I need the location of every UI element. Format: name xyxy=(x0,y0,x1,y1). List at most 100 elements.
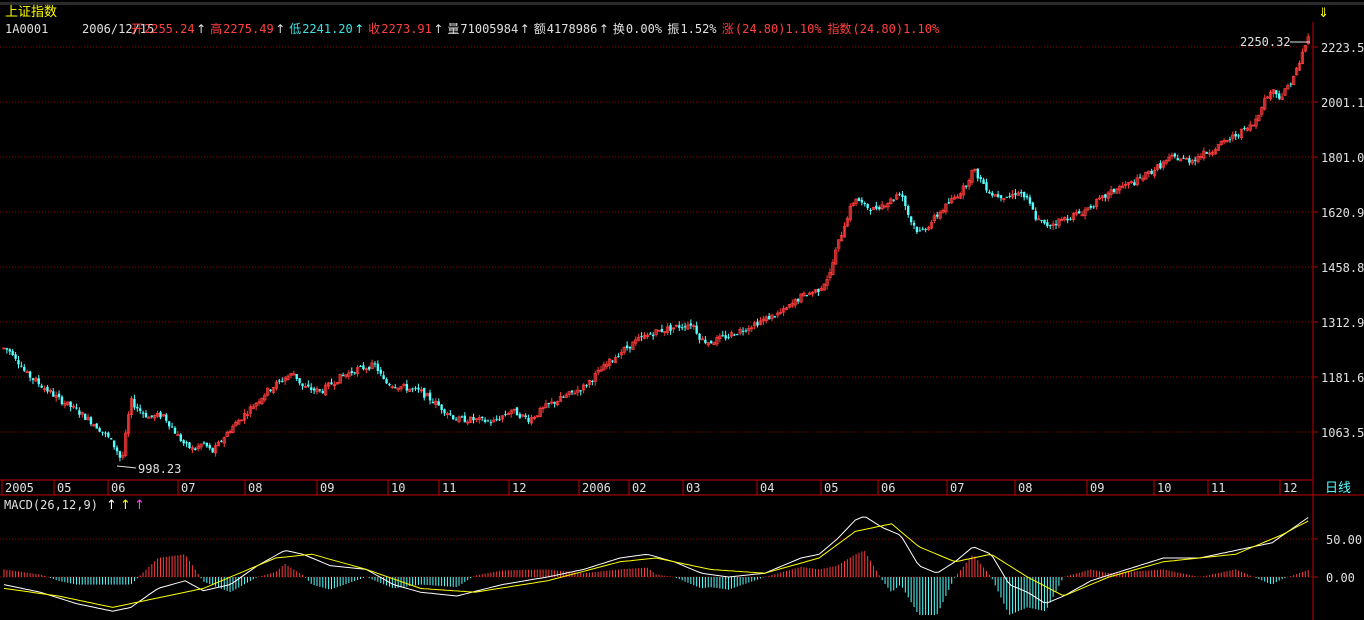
macd-dea-line xyxy=(3,520,1309,608)
candle xyxy=(715,335,719,347)
candle xyxy=(1196,153,1200,164)
period-label[interactable]: 日线 xyxy=(1325,481,1351,496)
indicator-arrow[interactable]: ↑ xyxy=(134,498,145,513)
candle xyxy=(292,370,296,376)
candle xyxy=(1193,156,1197,166)
candle xyxy=(663,331,667,336)
candle xyxy=(234,420,238,427)
candle xyxy=(469,416,473,424)
candle xyxy=(1231,131,1235,142)
candle xyxy=(332,381,336,390)
candle xyxy=(278,378,281,385)
indicator-name[interactable]: MACD(26,12,9) xyxy=(4,498,98,512)
candle xyxy=(776,310,780,319)
candle xyxy=(808,291,812,296)
candle xyxy=(382,371,385,380)
candle xyxy=(527,414,530,425)
time-axis-label: 09 xyxy=(1090,481,1104,495)
time-axis-label: 08 xyxy=(248,481,262,495)
indicator-arrow[interactable]: ↑ xyxy=(106,498,117,513)
candle xyxy=(1216,144,1220,151)
candle xyxy=(466,419,470,426)
candle xyxy=(8,348,11,356)
candle xyxy=(599,365,603,372)
candle xyxy=(1280,92,1284,101)
candle xyxy=(704,335,707,345)
candle xyxy=(895,192,899,201)
candle xyxy=(101,431,104,436)
candle xyxy=(136,403,139,412)
candle xyxy=(1294,66,1299,76)
candle xyxy=(1260,106,1264,118)
quote-stat-arrow: ↑ xyxy=(354,22,364,36)
candle xyxy=(1133,179,1136,187)
time-axis-label: 06 xyxy=(881,481,895,495)
candle xyxy=(518,412,522,419)
candle xyxy=(283,375,287,385)
candle xyxy=(1104,193,1107,202)
candle xyxy=(414,386,417,391)
candle xyxy=(324,382,328,397)
candle xyxy=(353,371,356,375)
candle xyxy=(509,408,513,418)
candle xyxy=(1179,158,1183,162)
candle xyxy=(678,321,681,332)
candle xyxy=(405,379,409,393)
candle xyxy=(185,440,188,448)
candle xyxy=(492,417,496,423)
candle xyxy=(1219,140,1223,146)
candle xyxy=(362,362,365,371)
price-axis-label: 1801.0 xyxy=(1321,151,1364,165)
candle xyxy=(271,387,276,395)
indicator-arrow[interactable]: ↑ xyxy=(120,498,131,513)
candle xyxy=(587,379,592,388)
candle xyxy=(376,360,380,375)
candle xyxy=(810,291,815,297)
candle xyxy=(784,306,789,311)
candle xyxy=(1306,33,1310,46)
candle xyxy=(1268,89,1273,101)
candle xyxy=(961,182,965,200)
candle xyxy=(802,291,806,298)
time-axis-label: 11 xyxy=(442,481,456,495)
quote-stat-label: 振 xyxy=(667,22,679,36)
quote-stat-value: (24.80)1.10% xyxy=(735,22,822,36)
candle xyxy=(63,400,67,409)
candle xyxy=(637,333,641,342)
candle xyxy=(817,288,820,297)
candle xyxy=(585,384,588,388)
anchor-down-icon[interactable]: ⇓ xyxy=(1318,6,1329,21)
candle xyxy=(245,410,250,419)
candle xyxy=(486,419,490,422)
candle xyxy=(199,443,203,450)
candle xyxy=(216,440,221,447)
candle xyxy=(805,294,809,297)
time-axis-label: 2005 xyxy=(5,481,34,495)
candle xyxy=(999,195,1003,202)
candle xyxy=(596,366,600,376)
candle xyxy=(385,377,388,385)
candle xyxy=(562,395,565,398)
candle xyxy=(321,388,325,395)
candle xyxy=(1014,189,1017,200)
candle xyxy=(182,439,185,447)
candle xyxy=(1043,219,1046,225)
candle xyxy=(425,392,429,397)
candle xyxy=(875,201,878,211)
candle xyxy=(553,401,556,408)
candle xyxy=(57,390,61,400)
quote-stat-value: 2255.24 xyxy=(144,22,195,36)
candle xyxy=(686,321,690,331)
candle xyxy=(341,372,345,377)
candle xyxy=(622,346,626,355)
candle xyxy=(1263,94,1267,111)
candle xyxy=(498,415,501,421)
candle xyxy=(747,325,751,335)
candle xyxy=(729,330,734,339)
quote-stat-label: 涨 xyxy=(722,21,734,36)
candle xyxy=(692,323,696,330)
candle xyxy=(463,412,467,423)
time-axis-label: 02 xyxy=(632,481,646,495)
